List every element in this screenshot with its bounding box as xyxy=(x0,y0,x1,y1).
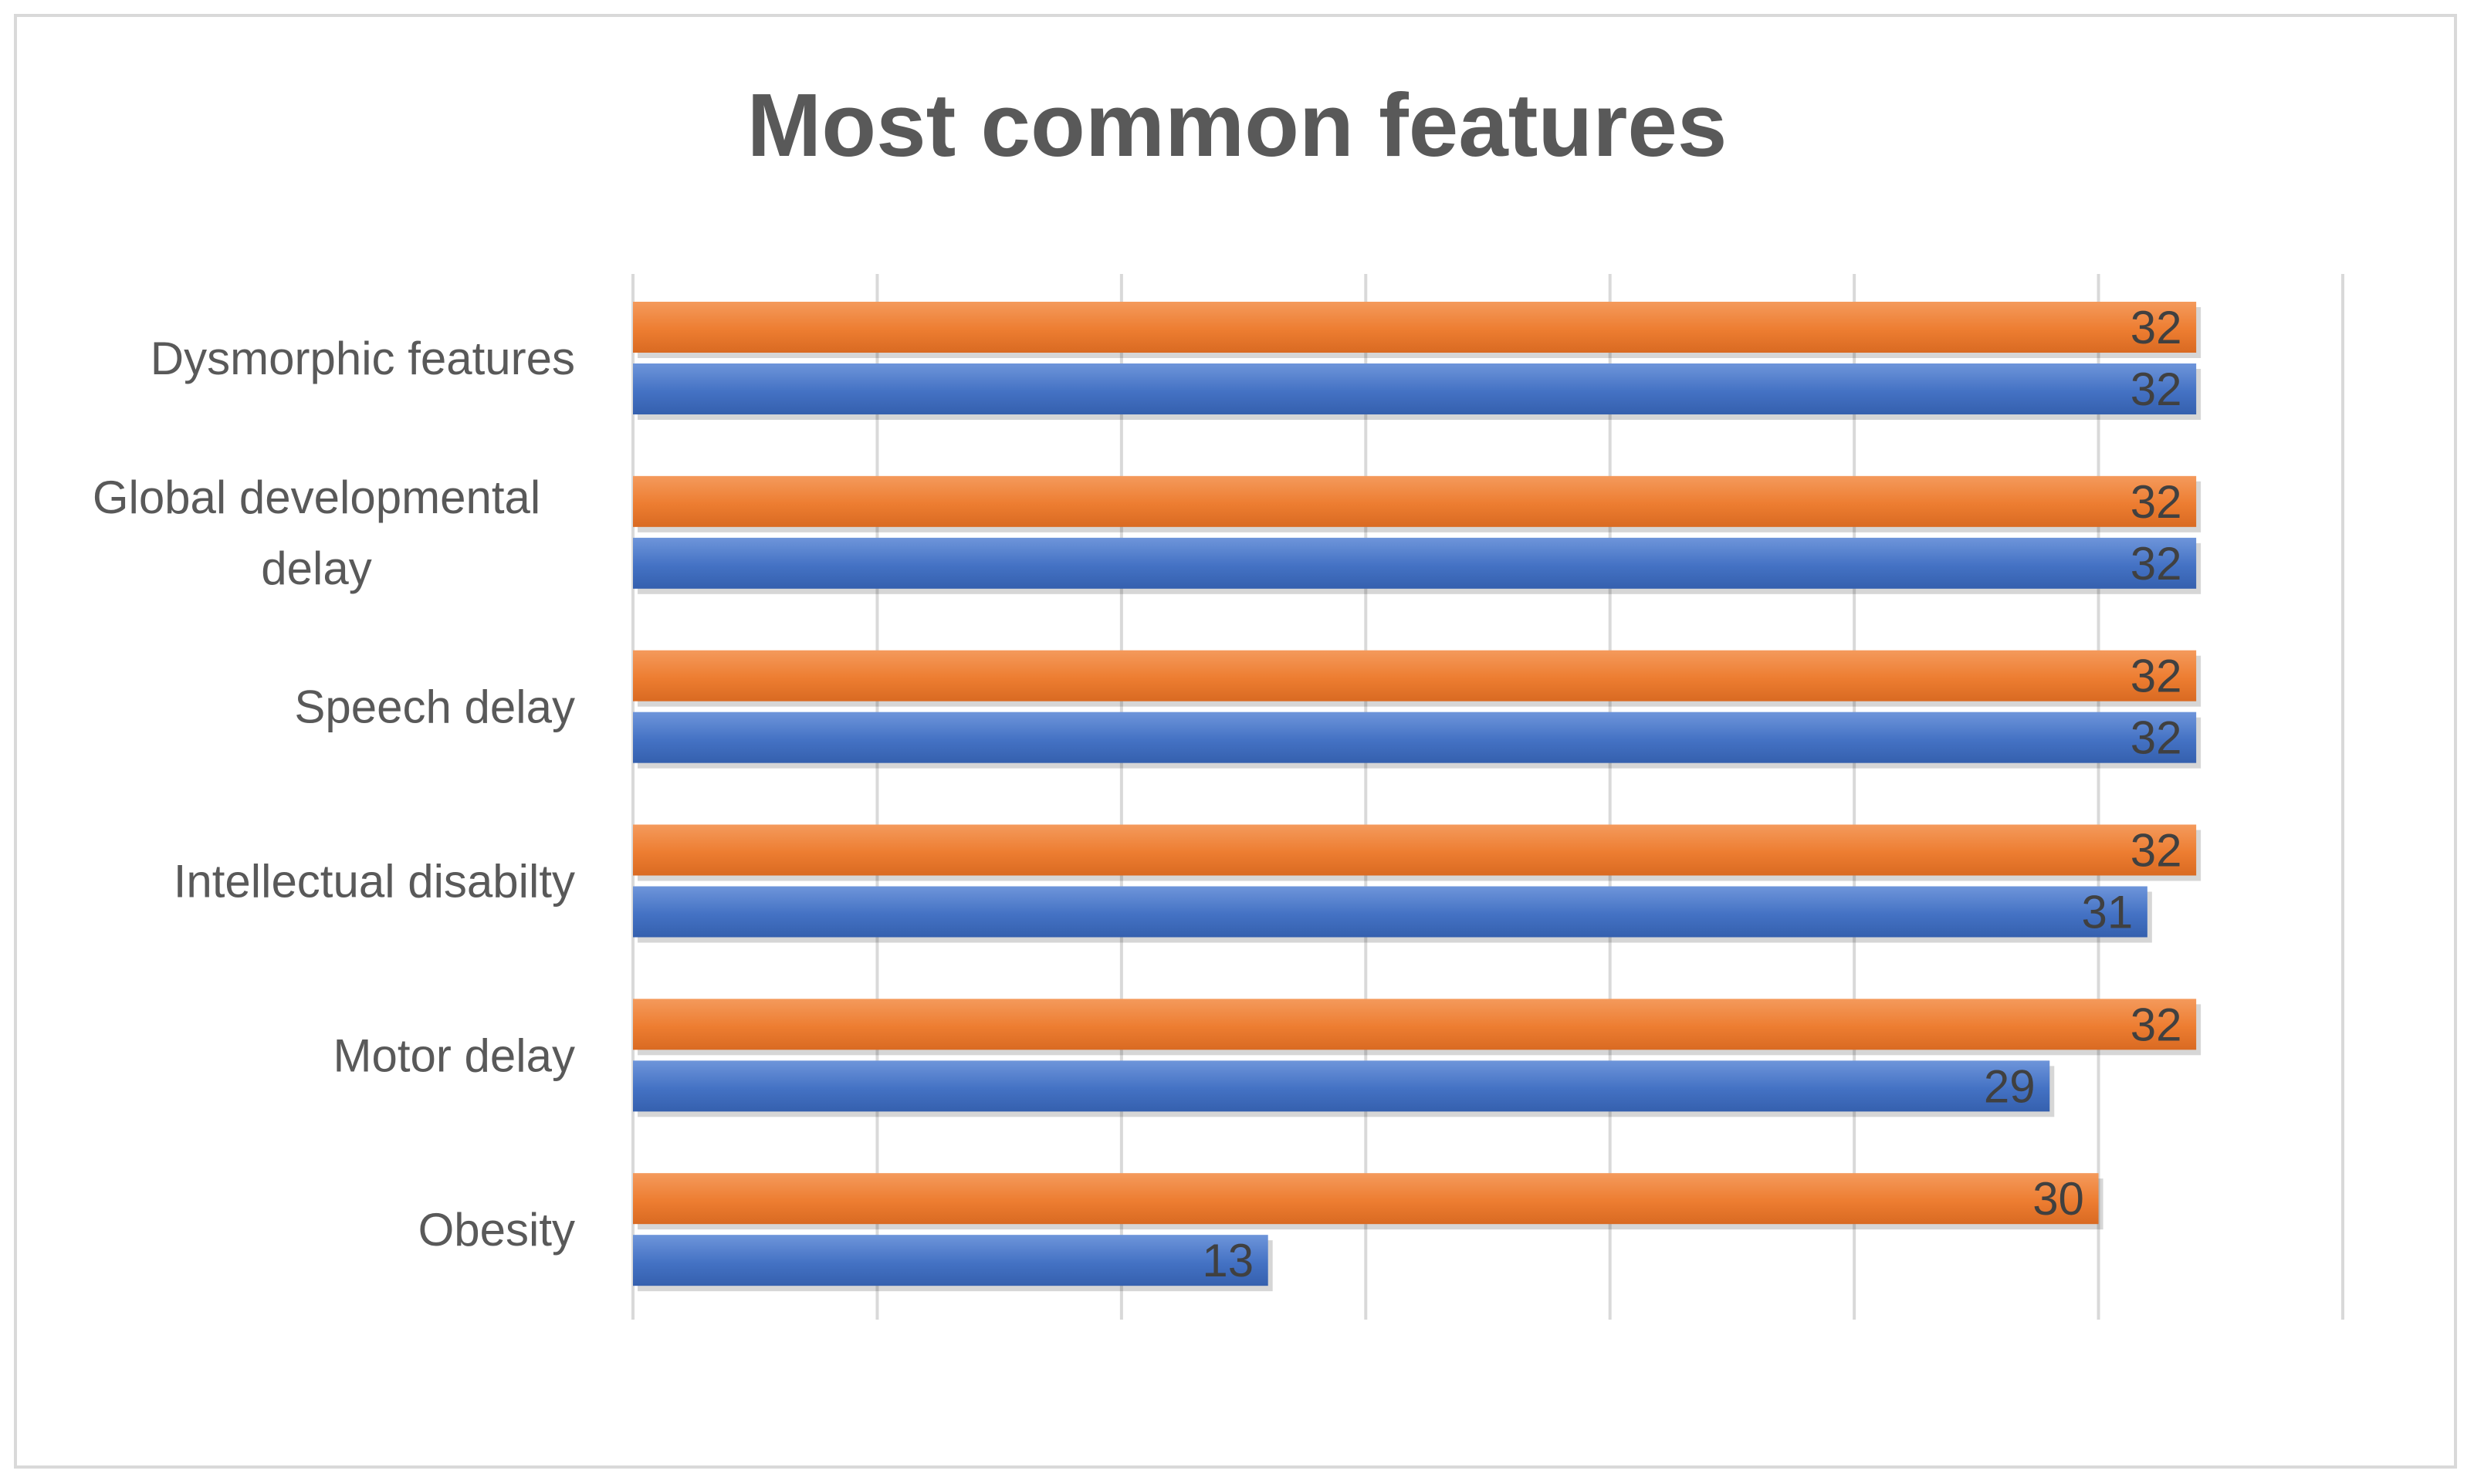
category-label: Speech delay xyxy=(294,681,575,733)
bar-blue-2 xyxy=(633,712,2197,763)
bars xyxy=(633,302,2202,1292)
data-label: 13 xyxy=(1202,1235,1254,1286)
category-label: Intellectual disabilty xyxy=(174,856,575,908)
bar-orange-0 xyxy=(633,302,2197,353)
data-label: 32 xyxy=(2130,363,2182,415)
bar-blue-0 xyxy=(633,363,2197,414)
data-label: 32 xyxy=(2130,825,2182,877)
category-label: Obesity xyxy=(418,1204,575,1256)
bar-blue-5 xyxy=(633,1235,1268,1286)
bar-blue-3 xyxy=(633,886,2147,938)
data-label: 31 xyxy=(2081,887,2133,938)
data-label: 32 xyxy=(2130,712,2182,764)
data-label: 32 xyxy=(2130,538,2182,590)
value-labels: 32 32 32 32 32 32 32 31 32 29 30 13 xyxy=(1202,302,2181,1286)
data-label: 32 xyxy=(2130,476,2182,528)
data-label: 32 xyxy=(2130,651,2182,702)
bar-orange-4 xyxy=(633,999,2197,1050)
bar-blue-1 xyxy=(633,537,2197,589)
category-label: Dysmorphic features xyxy=(151,333,575,384)
data-label: 32 xyxy=(2130,302,2182,353)
bar-orange-1 xyxy=(633,475,2197,527)
bar-orange-3 xyxy=(633,824,2197,876)
chart-title: Most common features xyxy=(746,75,1728,175)
bar-orange-5 xyxy=(633,1173,2099,1225)
data-label: 32 xyxy=(2130,999,2182,1050)
category-labels: Dysmorphic features Global developmental d… xyxy=(93,333,575,1256)
data-label: 29 xyxy=(1984,1060,2036,1112)
bar-blue-4 xyxy=(633,1060,2050,1112)
gridlines xyxy=(631,274,2344,1320)
data-label: 30 xyxy=(2032,1173,2084,1225)
category-label: Global developmental delay xyxy=(93,472,540,594)
bar-orange-2 xyxy=(633,650,2197,701)
category-label: Motor delay xyxy=(333,1029,575,1081)
